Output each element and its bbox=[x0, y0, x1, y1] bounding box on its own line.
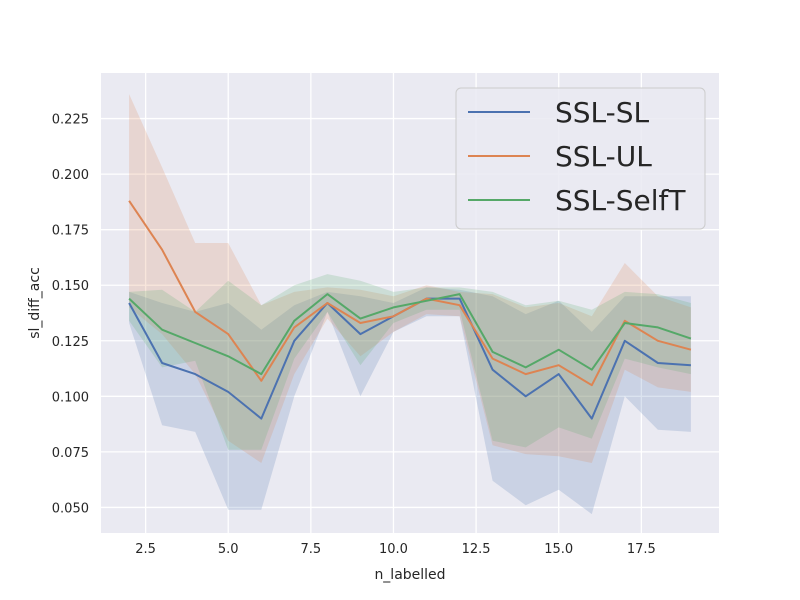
legend-label: SSL-SL bbox=[555, 96, 650, 129]
y-tick-label: 0.225 bbox=[52, 113, 89, 128]
y-axis-label: sl_diff_acc bbox=[27, 267, 43, 339]
line-ssl-ul bbox=[128, 200, 692, 387]
y-tick-label: 0.050 bbox=[52, 501, 89, 516]
x-tick-labels: 2.5 5.0 7.5 10.0 12.5 15.0 17.5 bbox=[135, 542, 656, 557]
x-tick-label: 2.5 bbox=[135, 542, 156, 557]
y-tick-label: 0.150 bbox=[52, 279, 89, 294]
grid-lines bbox=[101, 73, 719, 533]
band-ssl-ul bbox=[129, 94, 691, 463]
x-axis-label: n_labelled bbox=[374, 567, 445, 583]
series-lines bbox=[128, 200, 692, 420]
legend: SSL-SL SSL-UL SSL-SelfT bbox=[455, 87, 706, 230]
line-ssl-selft bbox=[128, 293, 692, 376]
y-tick-label: 0.100 bbox=[52, 390, 89, 405]
y-tick-label: 0.125 bbox=[52, 335, 89, 350]
band-ssl-sl bbox=[129, 287, 691, 515]
x-tick-label: 15.0 bbox=[544, 542, 573, 557]
y-tick-label: 0.075 bbox=[52, 446, 89, 461]
y-tick-label: 0.200 bbox=[52, 168, 89, 183]
x-tick-label: 10.0 bbox=[379, 542, 408, 557]
x-tick-label: 12.5 bbox=[462, 542, 491, 557]
x-tick-label: 5.0 bbox=[218, 542, 239, 557]
x-tick-label: 7.5 bbox=[301, 542, 322, 557]
confidence-bands bbox=[129, 94, 691, 515]
y-tick-label: 0.175 bbox=[52, 224, 89, 239]
legend-label: SSL-UL bbox=[555, 140, 652, 173]
y-tick-labels: 0.050 0.075 0.100 0.125 0.150 0.175 0.200 0.225 bbox=[52, 113, 89, 517]
x-tick-label: 17.5 bbox=[627, 542, 656, 557]
legend-box bbox=[455, 87, 706, 230]
legend-label: SSL-SelfT bbox=[555, 184, 686, 217]
band-ssl-selft bbox=[129, 274, 691, 450]
